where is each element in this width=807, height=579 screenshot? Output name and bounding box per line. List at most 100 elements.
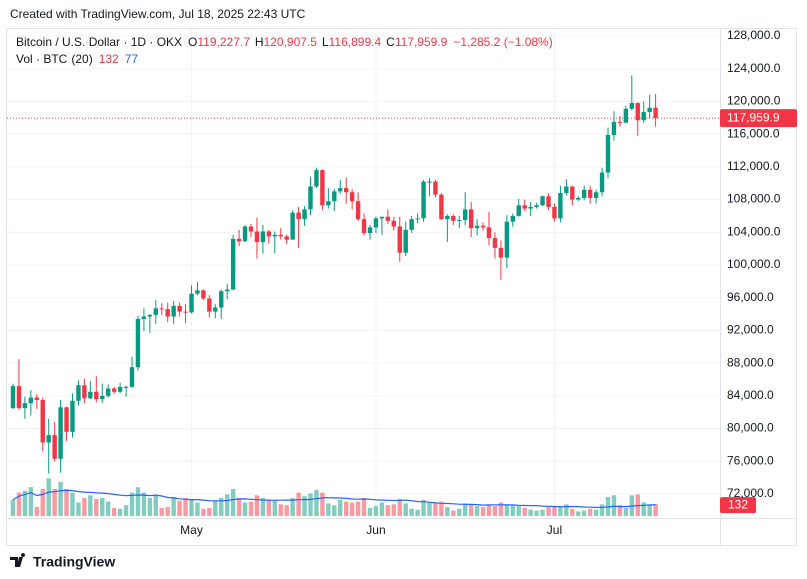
volume-bar (82, 498, 87, 516)
candle-body (52, 435, 57, 459)
candle-body (94, 391, 99, 400)
grid (7, 29, 720, 518)
candle-body (177, 305, 182, 312)
volume-bar (558, 506, 563, 516)
candle-body (64, 407, 69, 432)
candle-body (605, 134, 611, 173)
candle-body (344, 188, 349, 193)
y-tick-label: 116,000.0 (727, 126, 780, 140)
volume-bar (159, 507, 164, 516)
volume-bar (16, 492, 22, 516)
y-tick-label: 128,000.0 (727, 28, 781, 42)
volume-bar (201, 508, 206, 516)
volume-bar (349, 502, 355, 516)
brand: TradingView (33, 554, 115, 570)
l-value: 116,899.4 (329, 35, 382, 49)
volume-bar (385, 505, 391, 516)
candle-body (111, 388, 117, 392)
candle-body (528, 206, 533, 209)
candle-body (445, 215, 450, 220)
y-tick-label: 104,000.0 (727, 224, 781, 238)
volume-bar (617, 505, 623, 516)
candles (10, 75, 658, 474)
y-tick-label: 100,000.0 (727, 257, 781, 271)
vol-ma-value: 77 (125, 52, 139, 66)
volume-bar (587, 508, 593, 516)
y-tick-label: 112,000.0 (727, 159, 780, 173)
volume-bar (641, 502, 646, 516)
candle-body (332, 191, 337, 202)
candle-body (308, 186, 313, 210)
candle-body (558, 193, 563, 219)
candle-body (159, 308, 164, 310)
volume-bar (58, 481, 63, 516)
volume-bar (486, 505, 492, 516)
volume-bar (141, 492, 147, 516)
volume-bar (379, 502, 385, 516)
candle-body (236, 238, 242, 242)
volume-bar (76, 502, 81, 516)
candle-body (492, 238, 498, 248)
volume-bar (415, 509, 420, 516)
candle-body (546, 196, 551, 207)
candle-body (82, 385, 87, 399)
volume-bar (165, 507, 170, 516)
candle-body (653, 107, 658, 119)
volume-bar (593, 509, 599, 516)
volume-bar (135, 487, 141, 516)
volume-bar (409, 508, 414, 516)
candle-body (320, 170, 325, 206)
candle-body (498, 247, 504, 258)
candle-body (141, 316, 147, 319)
candle-body (230, 238, 236, 290)
volume-bar (474, 506, 480, 516)
volume-bar (213, 500, 218, 516)
volume-bar (451, 510, 456, 516)
volume-bar (195, 502, 200, 516)
last-price-label: 117,959.9 (727, 110, 780, 124)
legend-volume: Vol · BTC (20) 132 77 (16, 52, 138, 66)
last-price-box (720, 109, 797, 128)
candle-body (468, 209, 474, 229)
candle-body (260, 231, 266, 243)
candle-body (385, 216, 391, 221)
volume-bar (492, 506, 498, 516)
candle-body (266, 231, 272, 237)
candle-body (195, 290, 200, 294)
volume-bar (564, 504, 569, 516)
candle-body (504, 221, 510, 258)
candle-body (599, 172, 605, 193)
volume-bar (189, 498, 194, 516)
volume-bar (516, 506, 521, 516)
y-tick-label: 88,000.0 (727, 355, 774, 369)
volume-bar (177, 500, 182, 516)
candle-body (439, 194, 444, 220)
candle-body (88, 391, 93, 399)
candle-body (463, 209, 468, 221)
volume-bar (64, 489, 69, 516)
volume-bar (10, 499, 16, 516)
volume-bar (207, 507, 212, 516)
candle-body (40, 399, 45, 443)
volume-bar (439, 501, 444, 516)
volume-bar (302, 496, 307, 516)
candle-body (34, 397, 39, 400)
vol-label: Vol · BTC (16, 52, 68, 66)
volume-bar (260, 498, 266, 516)
candle-body (623, 108, 629, 123)
candle-body (403, 229, 408, 253)
vol-value: 132 (99, 52, 119, 66)
x-tick-label: Jul (547, 523, 562, 537)
volume-bar (236, 498, 242, 516)
volume-bar (373, 506, 379, 516)
candle-body (46, 435, 51, 443)
candle-body (641, 112, 646, 121)
candle-body (189, 293, 194, 313)
candle-body (100, 395, 105, 400)
volume-bar (94, 498, 99, 516)
h-key: H (255, 35, 264, 49)
created-note: Created with TradingView.com, Jul 18, 20… (10, 7, 306, 21)
volume-bar (296, 492, 301, 516)
y-tick-label: 80,000.0 (727, 421, 774, 435)
